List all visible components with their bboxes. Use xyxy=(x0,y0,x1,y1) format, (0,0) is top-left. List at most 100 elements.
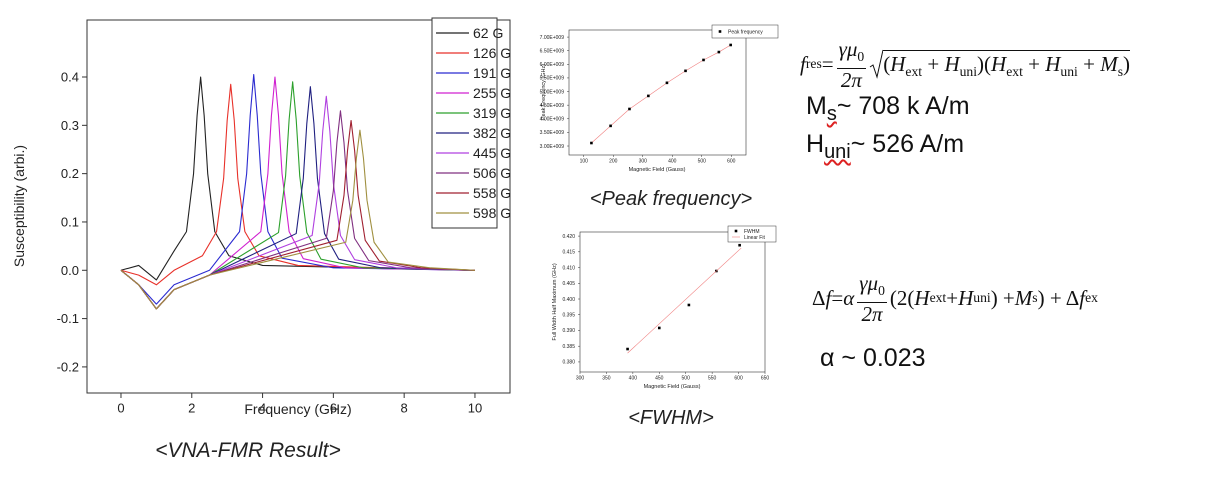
y-tick-label: 3.00E+009 xyxy=(540,144,565,150)
equation-symbol: f xyxy=(1079,285,1086,310)
y-tick-label: 0.405 xyxy=(562,281,575,287)
x-tick-label: 400 xyxy=(668,159,677,165)
numerator: γμ0 xyxy=(836,37,867,69)
series-line xyxy=(120,81,475,310)
series-line xyxy=(120,95,475,310)
data-point xyxy=(609,124,612,128)
legend-label: 319 G xyxy=(473,105,511,121)
equation-symbol: H xyxy=(1045,51,1061,76)
series-line xyxy=(120,76,475,281)
equation-subscript: uni xyxy=(973,290,991,306)
legend-label: 62 G xyxy=(473,25,503,41)
y-tick-label: 0.410 xyxy=(562,265,575,271)
x-tick-label: 8 xyxy=(401,400,408,415)
y-tick-label: -0.2 xyxy=(57,359,79,374)
y-tick-label: 0.385 xyxy=(562,344,575,350)
x-tick-label: 6 xyxy=(330,400,337,415)
data-point xyxy=(626,347,629,351)
chart-caption: <VNA-FMR Result> xyxy=(155,439,341,462)
equation-symbol: f xyxy=(825,285,832,310)
data-point xyxy=(684,69,687,73)
series-line xyxy=(120,76,475,310)
equation-symbol: γμ xyxy=(838,37,858,61)
equation-text: ) + xyxy=(990,285,1015,310)
denominator: 2π xyxy=(840,67,862,92)
legend-label: FWHM xyxy=(744,229,760,235)
y-tick-label: 0.390 xyxy=(562,328,575,334)
data-point xyxy=(628,107,631,111)
y-tick-label: 7.00E+009 xyxy=(540,35,565,41)
numerator: γμ0 xyxy=(857,272,887,303)
equation-subscript: 0 xyxy=(878,282,885,298)
legend-label: 598 G xyxy=(473,205,511,221)
denominator: 2π xyxy=(861,301,883,326)
parameter-value: ~ 708 k A/m xyxy=(836,92,970,120)
data-point xyxy=(665,81,669,85)
x-tick-label: 450 xyxy=(655,376,664,382)
equation-text: ( xyxy=(883,51,891,76)
data-point xyxy=(687,303,691,307)
legend-label: 558 G xyxy=(473,185,511,201)
equation-subscript: ex xyxy=(1085,290,1098,306)
equation-text: ) xyxy=(1123,51,1130,76)
equation-symbol: H xyxy=(958,285,974,310)
connecting-line xyxy=(591,44,731,144)
x-axis-title: Magnetic Field (Gauss) xyxy=(644,384,701,390)
parameter-value: ~ 0.023 xyxy=(834,344,926,372)
x-tick-label: 650 xyxy=(761,376,770,382)
fraction: γμ0 2π xyxy=(857,272,887,325)
data-point xyxy=(647,94,650,98)
legend-label: Linear Fit xyxy=(744,235,765,241)
plot-frame xyxy=(86,19,511,394)
parameter: α ~ 0.023 xyxy=(820,344,926,373)
x-tick-label: 500 xyxy=(682,376,691,382)
series-line xyxy=(627,247,742,354)
equation-subscript: uni xyxy=(1060,63,1078,79)
equation-symbol: H xyxy=(914,285,930,310)
equation-text: = xyxy=(821,51,834,76)
y-tick-label: 5.00E+009 xyxy=(540,89,565,95)
equation-symbol: f xyxy=(800,51,806,76)
x-tick-label: 0 xyxy=(117,400,124,415)
series-line xyxy=(120,83,475,286)
legend-label: 506 G xyxy=(473,165,511,181)
equation-text: + xyxy=(1077,51,1101,76)
x-tick-label: 600 xyxy=(734,376,743,382)
legend-label: 382 G xyxy=(473,125,511,141)
equation-subscript: uni xyxy=(959,63,978,79)
equation-text: = xyxy=(831,285,844,310)
x-tick-label: 350 xyxy=(602,376,611,382)
x-tick-label: 300 xyxy=(576,376,585,382)
y-tick-label: 0.1 xyxy=(61,215,79,230)
data-point xyxy=(590,141,593,145)
parameter-subscript: uni xyxy=(824,141,851,163)
plot-frame xyxy=(579,231,766,373)
y-tick-label: 6.50E+009 xyxy=(540,48,565,54)
resonance-equation: f res = γμ0 2π (Hext + Huni)(Hext + Huni + M… xyxy=(800,38,1130,91)
fraction: γμ0 2π xyxy=(836,37,867,92)
legend-box xyxy=(711,24,779,39)
equation-text: + xyxy=(946,285,959,310)
data-point xyxy=(738,243,741,247)
equation-subscript: 0 xyxy=(857,48,865,64)
parameter-symbol: H xyxy=(806,130,825,158)
y-tick-label: 4.00E+009 xyxy=(540,117,565,123)
legend-label: 445 G xyxy=(473,145,511,161)
radicand: (Hext + Huni)(Hext + Huni + Ms) xyxy=(883,49,1130,80)
legend-swatch xyxy=(718,30,722,33)
data-point xyxy=(657,326,661,330)
parameter: Ms~ 708 k A/m xyxy=(806,92,970,126)
legend-label: 126 G xyxy=(473,45,511,61)
y-tick-label: 5.50E+009 xyxy=(540,76,565,82)
y-tick-label: 0.3 xyxy=(61,118,79,133)
y-axis-title: Susceptibility (arbi.) xyxy=(11,145,27,267)
data-point xyxy=(717,50,721,54)
x-tick-label: 200 xyxy=(609,159,618,165)
data-point xyxy=(729,43,732,47)
equation-symbol: H xyxy=(890,51,906,76)
equation-text: + xyxy=(922,51,945,76)
y-tick-label: 3.50E+009 xyxy=(540,130,565,136)
equation-symbol: γμ xyxy=(859,271,879,295)
